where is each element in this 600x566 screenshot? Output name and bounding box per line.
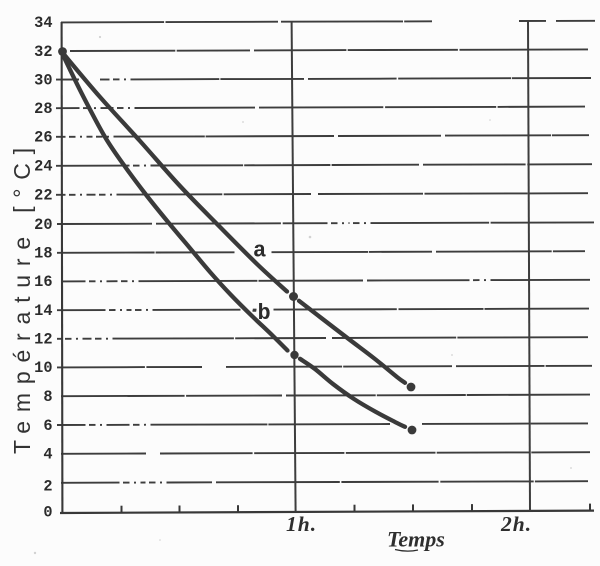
svg-text:28: 28 (34, 100, 52, 118)
svg-text:20: 20 (34, 216, 52, 234)
svg-text:12: 12 (34, 331, 52, 349)
svg-text:2h.: 2h. (500, 512, 532, 536)
svg-text:18: 18 (34, 245, 52, 263)
svg-text:14: 14 (34, 302, 52, 320)
svg-text:b: b (258, 301, 271, 326)
svg-text:30: 30 (34, 71, 52, 89)
svg-text:8: 8 (43, 388, 52, 406)
svg-text:10: 10 (34, 359, 52, 377)
svg-text:16: 16 (34, 273, 52, 291)
svg-text:Temps: Temps (387, 527, 445, 552)
svg-text:26: 26 (34, 129, 52, 147)
svg-text:34: 34 (34, 14, 52, 32)
svg-text:6: 6 (43, 417, 52, 435)
svg-text:32: 32 (34, 43, 52, 61)
svg-text:a: a (253, 239, 266, 264)
svg-text:24: 24 (34, 158, 52, 176)
svg-text:22: 22 (34, 187, 52, 205)
svg-text:1h.: 1h. (286, 512, 317, 536)
svg-text:2: 2 (43, 478, 52, 496)
svg-text:Température [°C]: Température [°C] (9, 139, 35, 454)
svg-text:0: 0 (43, 504, 52, 522)
svg-text:4: 4 (43, 446, 52, 464)
